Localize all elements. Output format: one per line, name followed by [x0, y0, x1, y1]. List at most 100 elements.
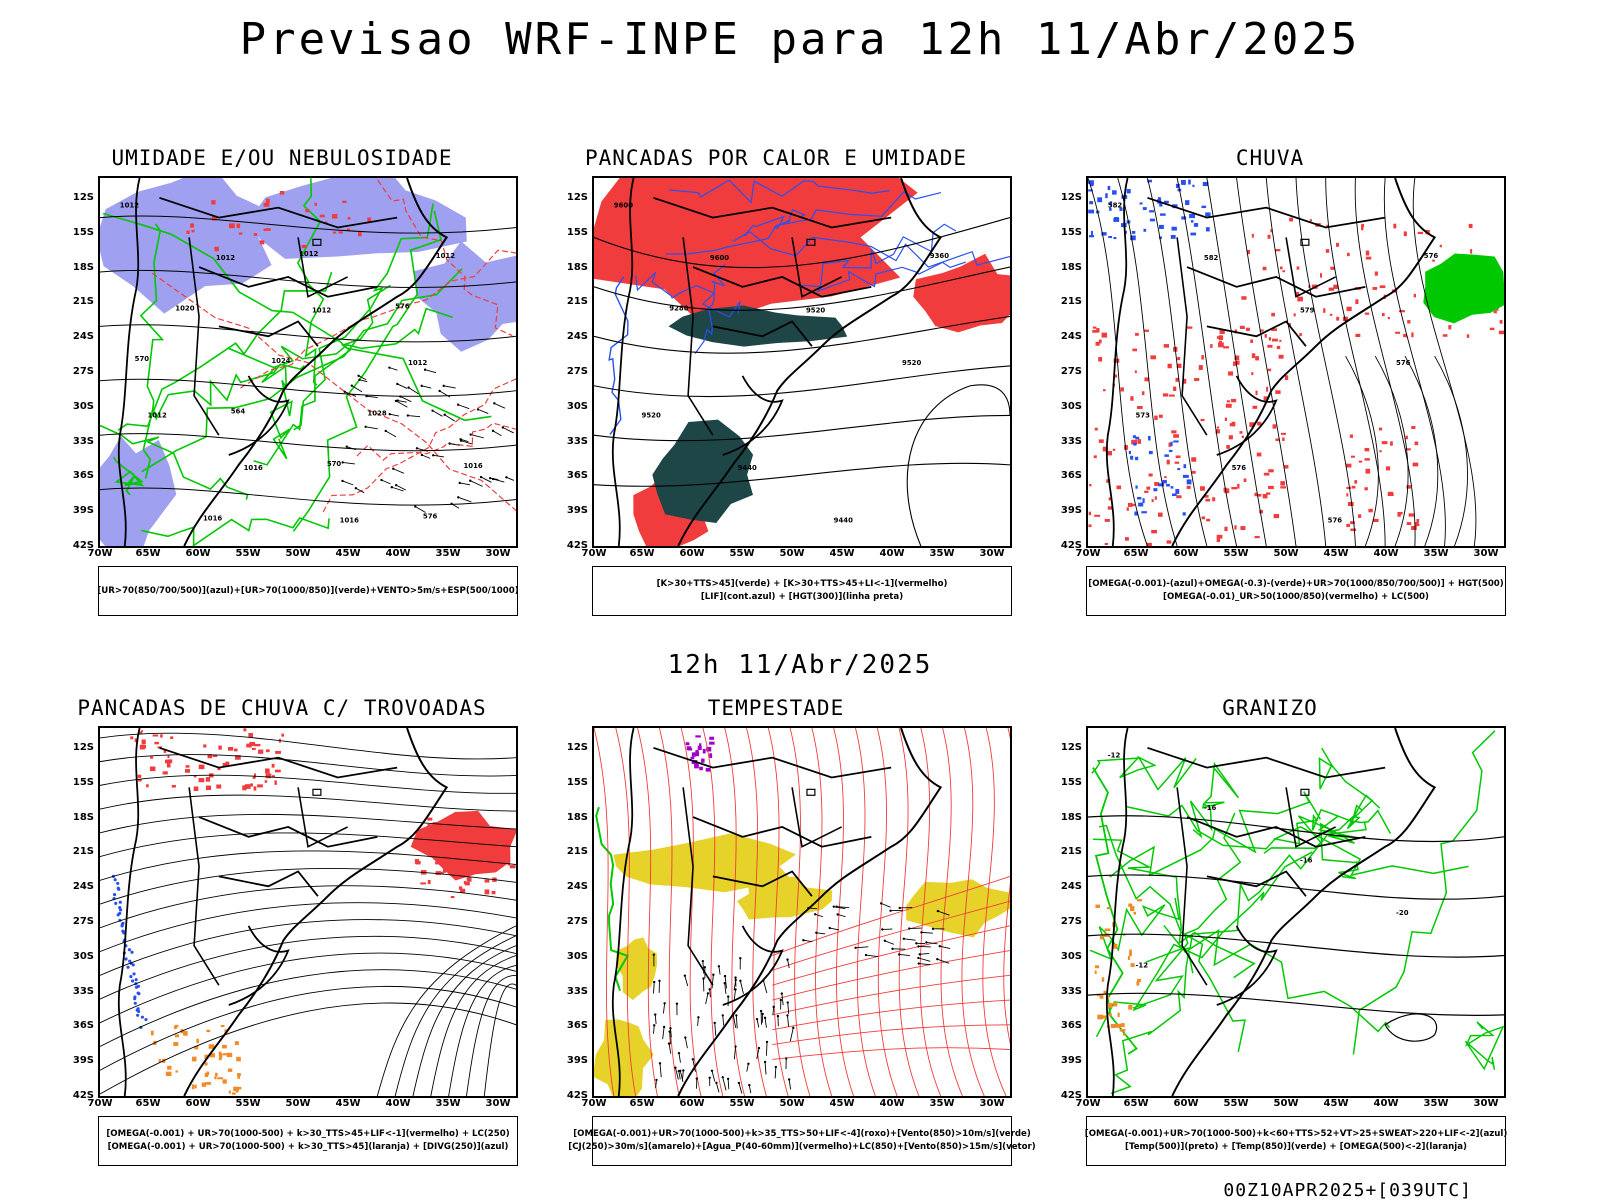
thunderstorm-area-red [203, 744, 206, 747]
rain-area-red [1187, 326, 1193, 328]
thunderstorm-area-red [150, 766, 155, 771]
rain-area-red [1297, 297, 1303, 302]
wind-vector [715, 1023, 716, 1036]
omega-area-blue [1149, 210, 1154, 212]
thunderstorm-area-red [476, 837, 479, 840]
rain-area-red [1393, 224, 1396, 229]
wind-vector [424, 369, 426, 371]
thunderstorm-area-red [146, 784, 149, 787]
wind-vector [764, 1061, 766, 1063]
divergence-mark-blue [136, 1014, 139, 1017]
state-border [199, 817, 377, 847]
contour-label: -16 [1300, 857, 1313, 865]
omega-area-orange [1118, 1013, 1120, 1017]
thunderstorm-area-red [167, 755, 169, 758]
wind-vector [502, 426, 504, 428]
omega-area-orange [1102, 977, 1104, 982]
wind-vector [775, 1067, 776, 1078]
contour-label: 1012 [436, 252, 455, 260]
rain-area-red [1137, 406, 1143, 409]
thunderstorm-area-red [492, 891, 496, 894]
wind-vector [830, 928, 839, 930]
rain-area-red [1467, 334, 1469, 338]
contour-label: 1020 [175, 305, 194, 313]
wind-vector [939, 945, 941, 947]
convection-area-orange [215, 1073, 218, 1077]
wind-vector [421, 385, 423, 387]
rain-area-red [1365, 313, 1369, 315]
wind-vector [734, 989, 735, 1000]
omega-area-blue [1160, 213, 1166, 215]
wind-vector [444, 386, 456, 388]
precipitable-water-contour-red [834, 728, 854, 1096]
rain-area-red [1252, 234, 1254, 238]
lon-tick-label: 65W [136, 548, 161, 559]
map-granizo: -12-16-16-20-12 [1086, 726, 1506, 1098]
lon-tick-label: 45W [336, 548, 361, 559]
rain-area-red [1150, 355, 1156, 359]
wind-vector [342, 481, 353, 485]
lat-tick-label: 15S [567, 777, 588, 788]
rain-area-red [1246, 328, 1250, 331]
state-border [1286, 237, 1336, 296]
wind-vector [722, 1014, 724, 1016]
omega-area-blue [1150, 219, 1155, 222]
wind-vector [738, 1082, 740, 1084]
wind-vector [899, 954, 910, 955]
wind-vector [734, 1045, 736, 1047]
thunderstorm-area-red [428, 880, 431, 884]
lon-tick-label: 70W [582, 1098, 607, 1109]
wind-vector [663, 1003, 664, 1013]
rain-area-red [1128, 503, 1133, 507]
omega-area-blue [1171, 227, 1176, 231]
wind-vector [684, 1036, 686, 1038]
streamline [431, 956, 516, 1096]
rain-area-red [1149, 473, 1153, 476]
streamline-850-red [772, 1025, 1010, 1045]
rain-area-red [1355, 334, 1360, 337]
wind-vector [764, 1017, 766, 1019]
wind-vector [718, 965, 720, 967]
storm-mark-purple [709, 742, 714, 745]
omega-area-blue [1132, 231, 1135, 234]
wind-vector [679, 1071, 680, 1079]
lat-tick-label: 30S [567, 401, 588, 412]
thunderstorm-area-red [456, 832, 461, 835]
lon-tick-label: 45W [1324, 548, 1349, 559]
rain-area-red [1333, 285, 1338, 289]
wind-vector [346, 445, 348, 447]
andes-coastline [119, 728, 140, 1096]
wind-vector [918, 962, 920, 964]
instability-area-red [594, 178, 918, 326]
rain-area-red [1500, 320, 1503, 324]
rain-area-red [1379, 450, 1381, 452]
rain-area-red [1348, 502, 1354, 506]
wind-vector [380, 479, 382, 481]
rain-area-red [1171, 430, 1176, 433]
rain-area-red [1382, 441, 1388, 444]
thunderstorm-area-red [170, 736, 173, 739]
wind-vector [760, 1010, 762, 1012]
rain-area-red [1280, 267, 1283, 270]
rain-area-red [1323, 308, 1325, 313]
omega-area-blue [1140, 202, 1143, 204]
rain-area-red [1366, 251, 1369, 256]
wind-vector [432, 454, 434, 456]
rain-area-red [1279, 355, 1284, 359]
thunderstorm-area-red [249, 742, 255, 746]
wind-vector [773, 1007, 774, 1015]
rain-area-red [1269, 337, 1271, 340]
red-speckle [320, 215, 325, 218]
wind-vector [469, 433, 471, 435]
rain-area-red [1218, 342, 1224, 347]
wind-vector [712, 975, 713, 989]
lon-tick-label: 70W [1076, 1098, 1101, 1109]
lat-tick-label: 12S [1061, 742, 1082, 753]
wind-vector [740, 981, 743, 994]
convection-area-orange [235, 1041, 239, 1045]
